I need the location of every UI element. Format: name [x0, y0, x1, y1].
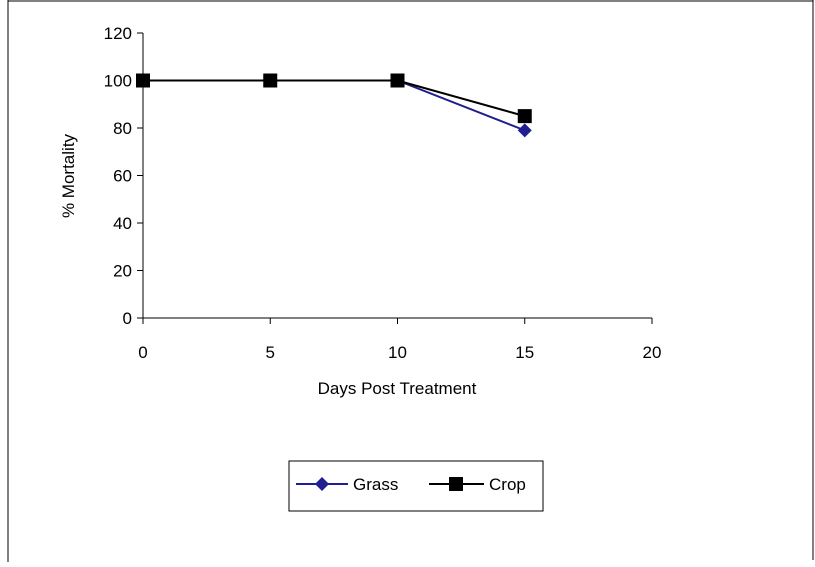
data-point-crop	[136, 73, 150, 88]
legend: Grass Crop	[288, 460, 544, 512]
series-group	[136, 73, 532, 138]
x-tick-label: 0	[138, 343, 147, 362]
legend-marker-grass	[315, 477, 329, 491]
series-line-grass	[143, 79, 526, 132]
x-tick-label: 10	[388, 343, 407, 362]
y-tick-label: 0	[123, 309, 132, 328]
x-axis-label: Days Post Treatment	[318, 379, 477, 398]
y-tick-label: 20	[113, 262, 132, 281]
x-tick-label: 20	[643, 343, 662, 362]
legend-label-grass: Grass	[353, 475, 398, 494]
data-point-crop	[517, 109, 532, 124]
y-tick-label: 40	[113, 214, 132, 233]
data-point-crop	[263, 73, 278, 88]
data-point-crop	[390, 73, 405, 88]
y-tick-label: 120	[104, 24, 132, 43]
y-tick-label: 80	[113, 119, 132, 138]
data-point-grass	[517, 123, 532, 138]
legend-box	[288, 460, 544, 512]
series-line-crop	[143, 79, 526, 118]
y-tick-label: 60	[113, 167, 132, 186]
y-tick-label: 100	[104, 72, 132, 91]
x-tick-label: 15	[515, 343, 534, 362]
y-axis-label: % Mortality	[59, 133, 78, 218]
legend-label-crop: Crop	[489, 475, 526, 494]
axes-group: 0 20 40 60 80 100 120 0 5 10 15 20	[104, 24, 662, 362]
x-tick-label: 5	[266, 343, 275, 362]
legend-marker-crop	[449, 477, 463, 491]
